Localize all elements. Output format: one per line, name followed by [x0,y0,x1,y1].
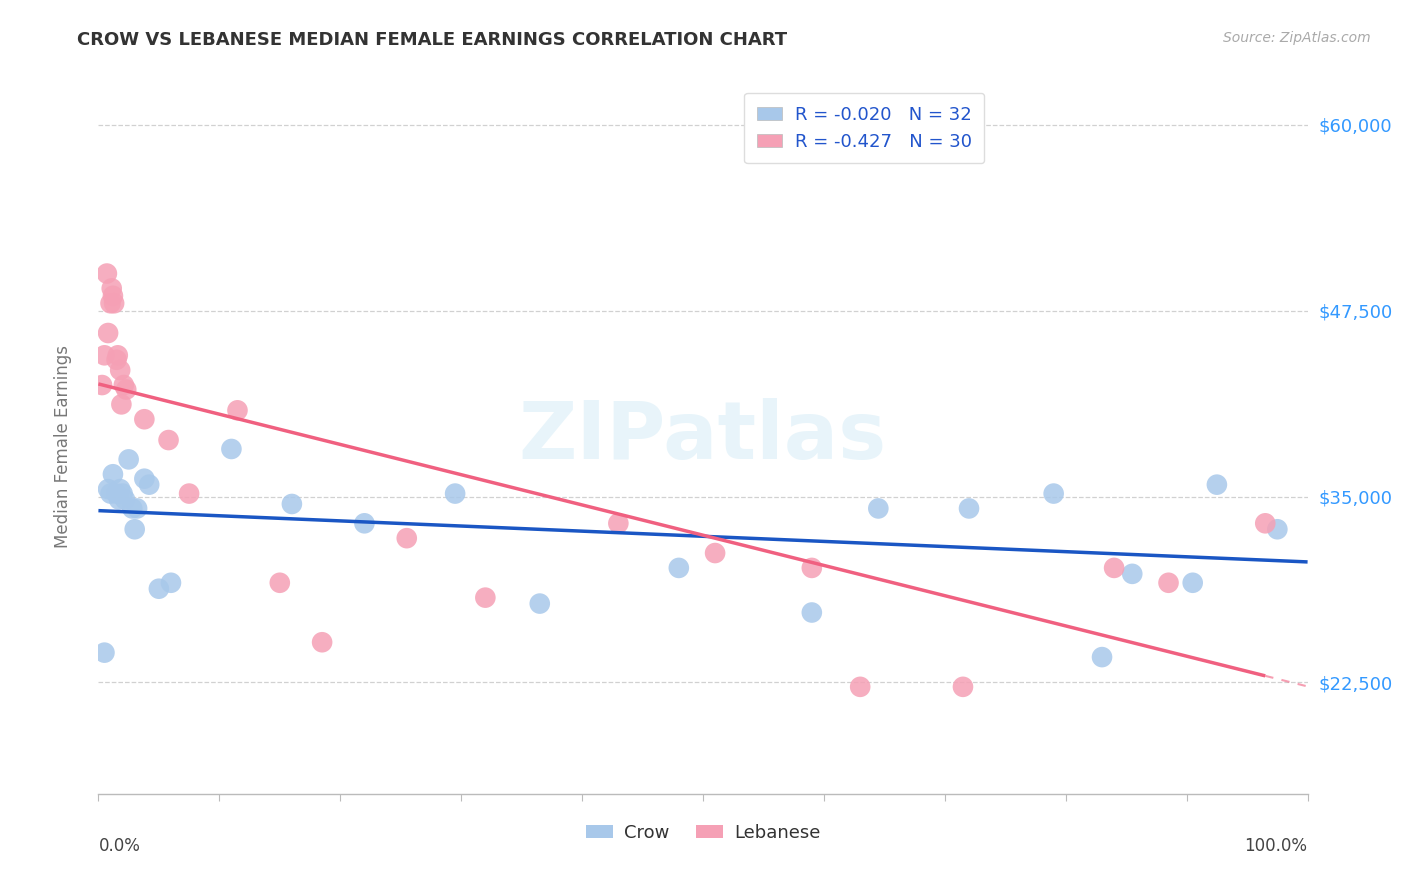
Point [97,326,120,340]
Point [269,575,291,590]
Point [1157,575,1180,590]
Point [148,582,170,596]
Point [160,575,183,590]
Point [114,492,136,507]
Point [134,412,156,426]
Point [111,486,134,500]
Point [100,486,122,500]
Point [1267,522,1289,536]
Point [157,433,180,447]
Text: 100.0%: 100.0% [1244,837,1308,855]
Point [110,397,132,411]
Point [101,289,124,303]
Point [957,501,980,516]
Point [124,522,146,536]
Point [1121,566,1143,581]
Point [121,501,143,516]
Legend: Crow, Lebanese: Crow, Lebanese [578,817,828,849]
Point [93,646,115,660]
Point [1206,477,1229,491]
Point [115,383,138,397]
Point [952,680,974,694]
Point [179,486,201,500]
Point [134,472,156,486]
Point [395,531,418,545]
Text: ZIPatlas: ZIPatlas [519,398,887,476]
Point [353,516,375,531]
Point [107,348,129,362]
Point [105,352,128,367]
Point [529,597,551,611]
Point [108,363,131,377]
Point [100,281,122,295]
Point [108,492,131,507]
Point [800,561,823,575]
Point [474,591,496,605]
Point [221,442,243,456]
Text: CROW VS LEBANESE MEDIAN FEMALE EARNINGS CORRELATION CHART: CROW VS LEBANESE MEDIAN FEMALE EARNINGS … [77,31,787,49]
Point [1254,516,1277,531]
Point [96,267,118,281]
Text: Source: ZipAtlas.com: Source: ZipAtlas.com [1223,31,1371,45]
Point [800,606,823,620]
Point [138,477,160,491]
Point [444,486,467,500]
Point [105,486,128,500]
Point [1181,575,1204,590]
Point [101,467,124,482]
Text: Median Female Earnings: Median Female Earnings [55,344,72,548]
Point [607,516,630,531]
Point [849,680,872,694]
Point [100,296,122,310]
Point [93,348,115,362]
Point [668,561,690,575]
Text: 0.0%: 0.0% [98,837,141,855]
Point [311,635,333,649]
Point [868,501,890,516]
Point [1102,561,1125,575]
Point [281,497,304,511]
Point [1091,650,1114,665]
Point [108,482,131,496]
Point [226,403,249,417]
Point [118,452,141,467]
Point [91,378,114,392]
Point [103,296,125,310]
Point [112,378,135,392]
Point [127,501,149,516]
Point [97,482,120,496]
Point [704,546,727,560]
Point [1042,486,1064,500]
